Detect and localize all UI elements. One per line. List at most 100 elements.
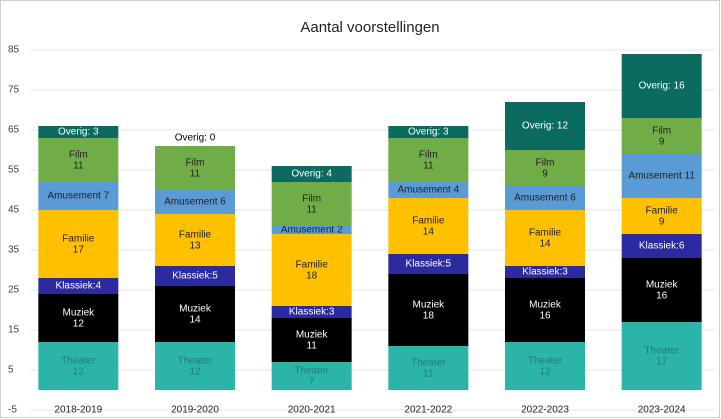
bar-segment: [38, 210, 119, 278]
bar-segment: [505, 102, 585, 150]
bar-segment: [271, 318, 352, 362]
data-label: Film 11: [419, 149, 438, 171]
y-tick-label: 15: [8, 325, 20, 336]
data-label: Amusement 6: [514, 193, 576, 204]
bar-segment: [388, 274, 469, 346]
data-label: Amusement 7: [47, 191, 109, 202]
data-label: Muziek 18: [412, 299, 445, 321]
bar-segment: [621, 198, 702, 234]
bar-segment: [38, 138, 119, 182]
data-label: Familie 14: [412, 215, 445, 237]
bar-segment: [155, 214, 235, 266]
data-label: Muziek 12: [62, 307, 95, 329]
bar-segment: [621, 154, 702, 198]
bar-segment: [388, 138, 469, 182]
y-tick-label: 65: [8, 125, 20, 136]
data-label: Film 9: [536, 157, 555, 179]
x-tick-label: 2021-2022: [404, 405, 452, 416]
bar-segment: [505, 210, 585, 266]
y-tick-label: 75: [8, 85, 20, 96]
y-tick-label: 5: [8, 365, 14, 376]
chart-title: Aantal voorstellingen: [300, 19, 439, 36]
y-tick-label: 55: [8, 165, 20, 176]
data-label: Familie 13: [179, 229, 212, 251]
bar-segment: [505, 266, 585, 278]
data-label: Muziek 16: [646, 279, 679, 301]
bar-segment: [155, 190, 235, 214]
data-label: Film 11: [302, 193, 321, 215]
bar-segment: [38, 278, 119, 294]
data-label: Muziek 11: [296, 329, 329, 351]
data-label: Familie 17: [62, 233, 95, 255]
data-label: Overig: 4: [291, 169, 332, 180]
bar-segment: [621, 234, 702, 258]
data-label: Theater 7: [294, 365, 329, 387]
data-label: Klassiek:5: [172, 271, 218, 282]
data-label: Familie 9: [646, 205, 679, 227]
x-tick-label: 2018-2019: [54, 405, 102, 416]
bar-segment: [271, 182, 352, 226]
bar-segment: [271, 226, 352, 234]
bar-segment: [505, 186, 585, 210]
bar-segment: [271, 362, 352, 390]
data-label: Overig: 12: [522, 121, 569, 132]
data-label: Film 9: [652, 125, 671, 147]
x-tick-label: 2022-2023: [521, 405, 569, 416]
data-label: Familie 18: [296, 259, 329, 281]
data-label: Amusement 2: [281, 225, 343, 236]
bar-segment: [388, 126, 469, 138]
bar-segment: [505, 342, 585, 390]
bar-segment: [155, 146, 235, 190]
bar-segment: [621, 258, 702, 322]
bar-segment: [388, 254, 469, 274]
data-label: Amusement 6: [164, 197, 226, 208]
data-label: Overig: 3: [58, 127, 99, 138]
y-tick-label: 45: [8, 205, 20, 216]
y-tick-label: 35: [8, 245, 20, 256]
x-tick-label: 2019-2020: [171, 405, 219, 416]
data-label: Film 11: [69, 149, 88, 171]
data-label: Familie 14: [529, 227, 562, 249]
x-tick-label: 2020-2021: [288, 405, 336, 416]
bar-segment: [155, 342, 235, 390]
data-label: Overig: 16: [639, 81, 686, 92]
data-label: Amusement 4: [397, 185, 459, 196]
y-tick-label: -5: [8, 405, 17, 416]
data-label: Muziek 16: [529, 299, 562, 321]
bar-segment: [505, 150, 585, 186]
bar-segment: [621, 322, 702, 390]
bar-segment: [271, 234, 352, 306]
data-label: Theater 11: [411, 357, 446, 379]
bar-segment: [38, 342, 119, 390]
bar-segment: [388, 182, 469, 198]
bar-segment: [271, 166, 352, 182]
bar-segment: [388, 198, 469, 254]
data-label: Amusement 11: [628, 171, 695, 182]
data-label: Klassiek:4: [56, 281, 102, 292]
data-label: Klassiek:6: [639, 241, 685, 252]
bar-segment: [155, 266, 235, 286]
data-label: Overig: 0: [175, 133, 216, 144]
bar-segment: [621, 118, 702, 154]
data-label: Theater 12: [528, 355, 563, 377]
y-tick-label: 25: [8, 285, 20, 296]
data-label: Muziek 14: [179, 303, 212, 325]
bar-segment: [38, 294, 119, 342]
data-label: Klassiek:5: [406, 259, 452, 270]
data-label: Klassiek:3: [522, 267, 568, 278]
bar-segment: [155, 286, 235, 342]
bar-segment: [271, 306, 352, 318]
bar-segment: [38, 182, 119, 210]
data-label: Film 11: [186, 157, 205, 179]
bar-segment: [38, 126, 119, 138]
bar-segment: [505, 278, 585, 342]
data-label: Overig: 3: [408, 127, 449, 138]
data-label: Theater 17: [644, 345, 679, 367]
data-label: Theater 12: [61, 355, 96, 377]
data-label: Klassiek:3: [289, 307, 335, 318]
x-tick-label: 2023-2024: [638, 405, 686, 416]
y-tick-label: 85: [8, 45, 20, 56]
